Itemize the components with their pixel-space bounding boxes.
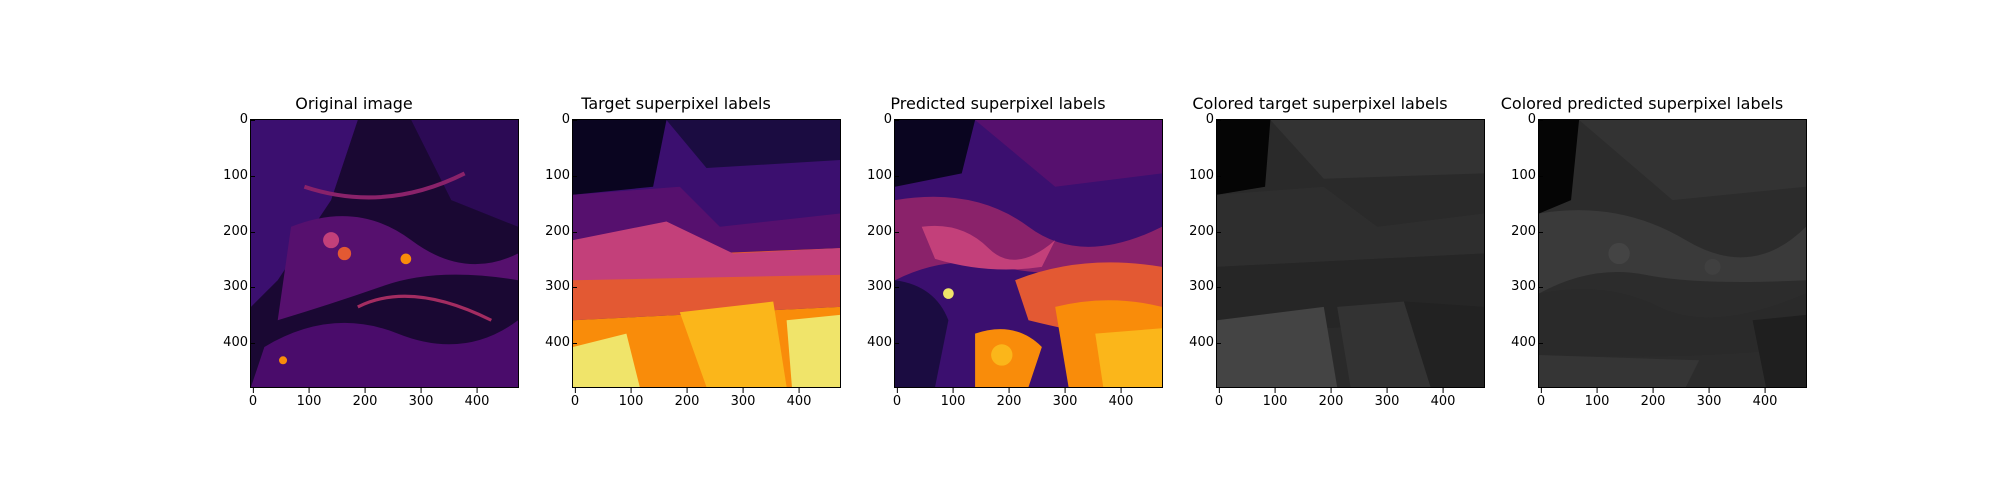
panel-title: Target superpixel labels	[581, 94, 771, 113]
x-tick: 0	[1214, 388, 1224, 409]
y-tick: 300	[867, 279, 899, 294]
y-tick: 0	[1527, 112, 1544, 127]
image-colored-predicted	[1538, 119, 1807, 388]
x-tick: 100	[940, 388, 966, 409]
x-tick: 0	[248, 388, 258, 409]
y-tick: 200	[1189, 224, 1221, 239]
x-tick: 400	[786, 388, 812, 409]
x-tick: 300	[1696, 388, 1722, 409]
x-tick: 100	[296, 388, 322, 409]
y-tick: 400	[867, 335, 899, 350]
x-tick: 100	[1584, 388, 1610, 409]
x-tick: 400	[1108, 388, 1134, 409]
image-original	[250, 119, 519, 388]
x-tick: 200	[352, 388, 378, 409]
y-tick: 300	[223, 279, 255, 294]
x-tick: 400	[1430, 388, 1456, 409]
panel-title: Colored target superpixel labels	[1192, 94, 1448, 113]
x-tick: 300	[408, 388, 434, 409]
panel-title: Colored predicted superpixel labels	[1500, 94, 1784, 113]
y-tick: 100	[223, 168, 255, 183]
y-tick: 400	[1511, 335, 1543, 350]
panel-colored-predicted-labels: Colored predicted superpixel labels 0 10…	[1472, 0, 1812, 500]
image-colored-target	[1216, 119, 1485, 388]
y-tick: 200	[545, 224, 577, 239]
y-tick: 200	[1511, 224, 1543, 239]
y-tick: 300	[1189, 279, 1221, 294]
panel-title: Predicted superpixel labels	[890, 94, 1106, 113]
y-tick: 200	[223, 224, 255, 239]
y-tick: 100	[1511, 168, 1543, 183]
x-tick: 200	[1318, 388, 1344, 409]
y-tick: 300	[1511, 279, 1543, 294]
y-tick: 200	[867, 224, 899, 239]
y-tick: 300	[545, 279, 577, 294]
panel-title: Original image	[295, 94, 413, 113]
y-tick: 100	[545, 168, 577, 183]
y-tick: 100	[1189, 168, 1221, 183]
y-tick: 400	[545, 335, 577, 350]
x-tick: 300	[730, 388, 756, 409]
x-tick: 100	[1262, 388, 1288, 409]
y-tick: 0	[561, 112, 578, 127]
x-tick: 400	[1752, 388, 1778, 409]
y-tick: 100	[867, 168, 899, 183]
x-tick: 300	[1374, 388, 1400, 409]
y-tick: 400	[223, 335, 255, 350]
image-predicted-labels	[894, 119, 1163, 388]
x-tick: 200	[1640, 388, 1666, 409]
x-tick: 200	[674, 388, 700, 409]
panel-target-labels: Target superpixel labels 0 100 200 300 4…	[506, 0, 846, 500]
y-tick: 400	[1189, 335, 1221, 350]
y-tick: 0	[883, 112, 900, 127]
panel-original-image: Original image 0 100 200 300 400 0 100 2…	[184, 0, 524, 500]
image-target-labels	[572, 119, 841, 388]
y-tick: 0	[239, 112, 256, 127]
x-tick: 0	[892, 388, 902, 409]
x-tick: 0	[570, 388, 580, 409]
y-tick: 0	[1205, 112, 1222, 127]
x-tick: 400	[464, 388, 490, 409]
x-tick: 100	[618, 388, 644, 409]
x-tick: 300	[1052, 388, 1078, 409]
panel-colored-target-labels: Colored target superpixel labels 0 100 2…	[1150, 0, 1490, 500]
panel-predicted-labels: Predicted superpixel labels 0 100 200 30…	[828, 0, 1168, 500]
x-tick: 0	[1536, 388, 1546, 409]
x-tick: 200	[996, 388, 1022, 409]
